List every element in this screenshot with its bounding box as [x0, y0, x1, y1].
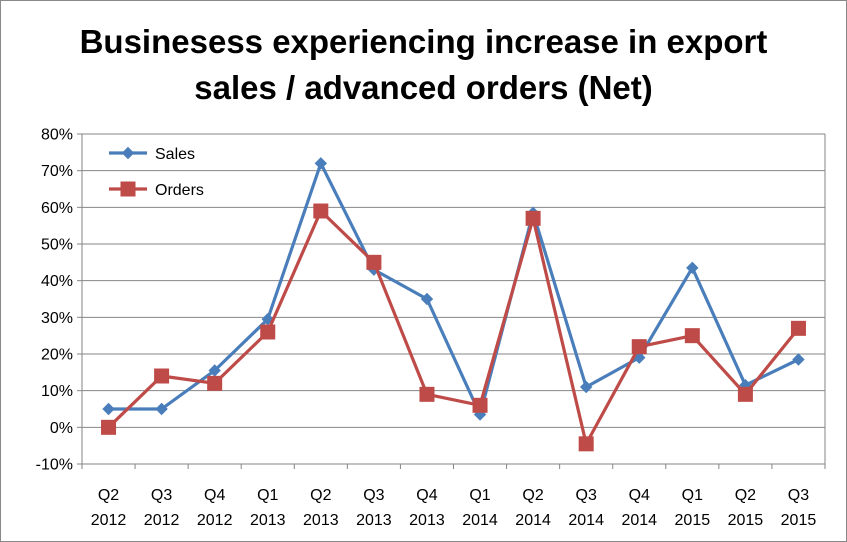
- x-tick-label-year: 2013: [409, 512, 445, 529]
- orders-point: [472, 397, 488, 413]
- legend-swatch-marker: [120, 181, 136, 197]
- sales-point: [579, 380, 593, 394]
- series-orders: [101, 203, 806, 452]
- y-axis-tick-labels: -10% 0% 10% 20% 30% 40% 50% 60% 70% 80%: [36, 127, 73, 474]
- orders-point: [419, 386, 435, 402]
- orders-point: [313, 203, 329, 219]
- x-tick-label-quarter: Q3: [788, 487, 809, 504]
- y-tick-label: 0%: [50, 420, 73, 437]
- x-tick-label-year: 2015: [675, 512, 711, 529]
- sales-point: [792, 353, 805, 366]
- x-tick-label-year: 2014: [621, 512, 657, 529]
- x-tick-label-quarter: Q4: [204, 487, 225, 504]
- orders-point: [101, 419, 117, 435]
- x-tick-label-year: 2013: [250, 512, 286, 529]
- x-tick-label-year: 2012: [144, 512, 180, 529]
- y-tick-label: 60%: [41, 200, 73, 217]
- orders-point: [207, 375, 223, 391]
- y-tick-label: 20%: [41, 347, 73, 364]
- gridlines: [82, 133, 825, 465]
- x-tick-label-year: 2014: [515, 512, 551, 529]
- y-tick-label: 10%: [41, 383, 73, 400]
- y-tick-label: 70%: [41, 163, 73, 180]
- x-tick-label-quarter: Q3: [363, 487, 384, 504]
- x-tick-label-year: 2014: [568, 512, 604, 529]
- orders-point: [684, 328, 700, 344]
- sales-point: [102, 402, 115, 416]
- x-tick-label-quarter: Q3: [576, 487, 597, 504]
- x-tick-label-quarter: Q2: [310, 487, 331, 504]
- y-tick-label: 40%: [41, 273, 73, 290]
- x-tick-label-quarter: Q3: [151, 487, 172, 504]
- y-tick-label: -10%: [36, 457, 73, 474]
- x-tick-label-quarter: Q2: [522, 487, 543, 504]
- sales-point: [155, 402, 168, 416]
- sales-point: [420, 292, 434, 306]
- chart-title-line-1: Businesess experiencing increase in expo…: [79, 23, 768, 60]
- chart-title: Businesess experiencing increase in expo…: [1, 19, 846, 111]
- legend: Sales Orders: [109, 146, 204, 199]
- y-tick-label: 50%: [41, 237, 73, 254]
- y-tick-label: 80%: [41, 127, 73, 144]
- x-tick-label-year: 2013: [303, 512, 339, 529]
- x-tick-label-quarter: Q1: [682, 487, 703, 504]
- x-tick-label-quarter: Q1: [257, 487, 278, 504]
- legend-item-sales: Sales: [109, 146, 195, 163]
- legend-swatch-marker: [121, 146, 135, 160]
- legend-label: Orders: [155, 182, 204, 199]
- sales-point: [686, 261, 699, 275]
- orders-point: [260, 324, 276, 340]
- x-tick-label-year: 2015: [781, 512, 817, 529]
- series-group: [101, 157, 806, 452]
- sales-line: [108, 161, 800, 417]
- sales-point: [314, 157, 328, 170]
- orders-point: [578, 436, 594, 452]
- x-tick-label-quarter: Q2: [98, 487, 119, 504]
- orders-point: [525, 210, 541, 226]
- x-tick-label-quarter: Q4: [629, 487, 650, 504]
- x-tick-label-quarter: Q1: [469, 487, 490, 504]
- axes: [77, 133, 826, 469]
- y-tick-label: 30%: [41, 310, 73, 327]
- x-tick-label-year: 2015: [728, 512, 764, 529]
- x-tick-label-quarter: Q4: [416, 487, 437, 504]
- chart-title-line-2: sales / advanced orders (Net): [194, 69, 653, 106]
- orders-point: [737, 386, 753, 402]
- orders-point: [154, 368, 170, 384]
- x-tick-label-quarter: Q2: [735, 487, 756, 504]
- orders-line: [107, 209, 800, 446]
- x-tick-label-year: 2014: [462, 512, 498, 529]
- orders-point: [790, 320, 806, 336]
- x-tick-label-year: 2012: [197, 512, 233, 529]
- x-tick-label-year: 2013: [356, 512, 392, 529]
- x-tick-label-year: 2012: [91, 512, 127, 529]
- orders-point: [631, 339, 647, 355]
- orders-point: [366, 254, 382, 270]
- legend-item-orders: Orders: [109, 181, 204, 199]
- legend-label: Sales: [155, 146, 195, 163]
- x-axis-tick-labels: Q2 2012 Q3 2012 Q4 2012 Q1 2013 Q2 2013 Q3 2013 Q4 20…: [91, 487, 817, 529]
